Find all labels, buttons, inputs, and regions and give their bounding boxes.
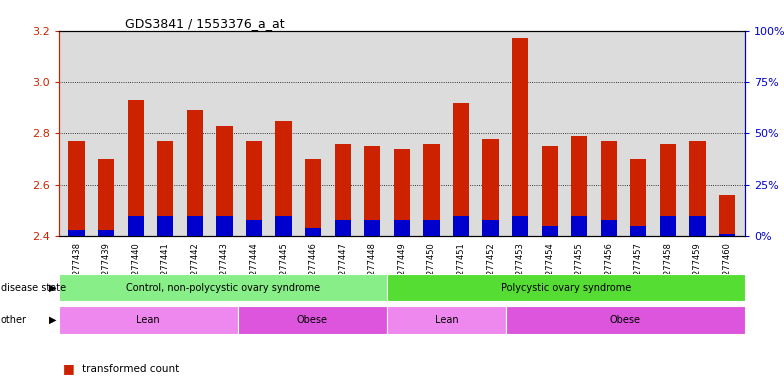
Bar (335, 220, 350, 236)
Bar (246, 220, 262, 236)
Text: other: other (1, 315, 27, 325)
Bar (216, 215, 233, 236)
Text: Obese: Obese (297, 315, 328, 325)
Bar (630, 159, 647, 236)
Bar (98, 230, 114, 236)
Bar (59, 274, 387, 301)
Bar (68, 141, 85, 236)
Bar (719, 234, 735, 236)
Bar (364, 146, 380, 236)
Bar (246, 141, 262, 236)
Text: ▶: ▶ (49, 283, 57, 293)
Text: ▶: ▶ (49, 315, 57, 325)
Bar (98, 159, 114, 236)
Text: ■: ■ (63, 362, 74, 375)
Bar (660, 215, 676, 236)
Bar (482, 220, 499, 236)
Bar (387, 306, 506, 334)
Bar (59, 306, 238, 334)
Bar (512, 215, 528, 236)
Bar (187, 215, 203, 236)
Bar (216, 126, 233, 236)
Bar (394, 220, 410, 236)
Bar (630, 226, 647, 236)
Bar (187, 110, 203, 236)
Bar (453, 215, 469, 236)
Text: GDS3841 / 1553376_a_at: GDS3841 / 1553376_a_at (125, 17, 285, 30)
Text: disease state: disease state (1, 283, 66, 293)
Bar (689, 215, 706, 236)
Bar (601, 141, 617, 236)
Bar (571, 215, 587, 236)
Bar (542, 226, 557, 236)
Bar (689, 141, 706, 236)
Bar (453, 103, 469, 236)
Text: Lean: Lean (136, 315, 160, 325)
Bar (387, 274, 745, 301)
Bar (238, 306, 387, 334)
Text: Lean: Lean (434, 315, 459, 325)
Bar (157, 141, 173, 236)
Bar (719, 195, 735, 236)
Text: Polycystic ovary syndrome: Polycystic ovary syndrome (501, 283, 631, 293)
Bar (364, 220, 380, 236)
Bar (394, 149, 410, 236)
Text: Control, non-polycystic ovary syndrome: Control, non-polycystic ovary syndrome (125, 283, 320, 293)
Bar (335, 144, 350, 236)
Bar (305, 228, 321, 236)
Bar (571, 136, 587, 236)
Bar (482, 139, 499, 236)
Bar (601, 220, 617, 236)
Bar (512, 38, 528, 236)
Text: Obese: Obese (610, 315, 641, 325)
Bar (542, 146, 557, 236)
Bar (423, 144, 440, 236)
Bar (305, 159, 321, 236)
Bar (275, 215, 292, 236)
Bar (506, 306, 745, 334)
Bar (128, 215, 143, 236)
Bar (275, 121, 292, 236)
Bar (68, 230, 85, 236)
Bar (157, 215, 173, 236)
Bar (423, 220, 440, 236)
Text: transformed count: transformed count (82, 364, 180, 374)
Bar (128, 100, 143, 236)
Bar (660, 144, 676, 236)
